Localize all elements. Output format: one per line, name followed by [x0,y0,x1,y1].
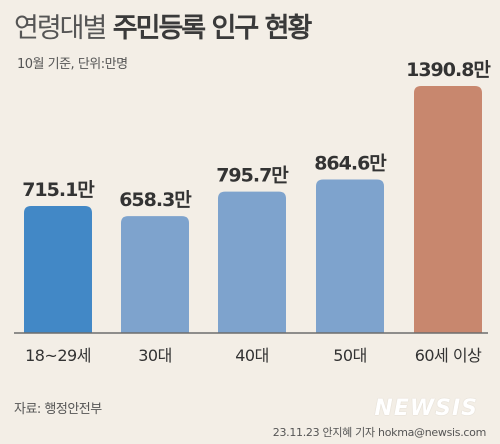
value-label-1: 715.1만 [22,179,95,201]
credit-line: 23.11.23 안지혜 기자 hokma@newsis.com [272,426,487,439]
value-labels-group: 715.1만 658.3만 795.7만 864.6만 1390.8만 [22,59,492,211]
value-label-5: 1390.8만 [406,59,491,81]
category-label-5: 60세 이상 [415,346,482,365]
category-labels-group: 18~29세 30대 40대 50대 60세 이상 [25,346,483,365]
bar-5 [414,86,482,333]
value-label-3: 795.7만 [216,165,289,187]
category-label-4: 50대 [333,346,367,365]
bars-group [24,86,482,333]
value-label-4: 864.6만 [314,152,387,174]
newsis-watermark-logo: NEWSIS [374,396,478,421]
bar-4 [316,179,384,333]
category-label-2: 30대 [138,346,172,365]
chart-title: 연령대별 주민등록 인구 현황 [14,6,313,45]
source-note: 자료: 행정안전부 [14,402,102,417]
category-label-3: 40대 [235,346,269,365]
bar-2 [121,216,189,333]
category-label-1: 18~29세 [25,346,91,365]
bar-3 [218,191,286,333]
chart-title-main: 주민등록 인구 현황 [112,13,313,44]
chart-title-prefix: 연령대별 [14,13,107,44]
bar-1 [24,206,92,333]
value-label-2: 658.3만 [119,189,192,211]
chart-subtitle: 10월 기준, 단위:만명 [17,57,128,72]
